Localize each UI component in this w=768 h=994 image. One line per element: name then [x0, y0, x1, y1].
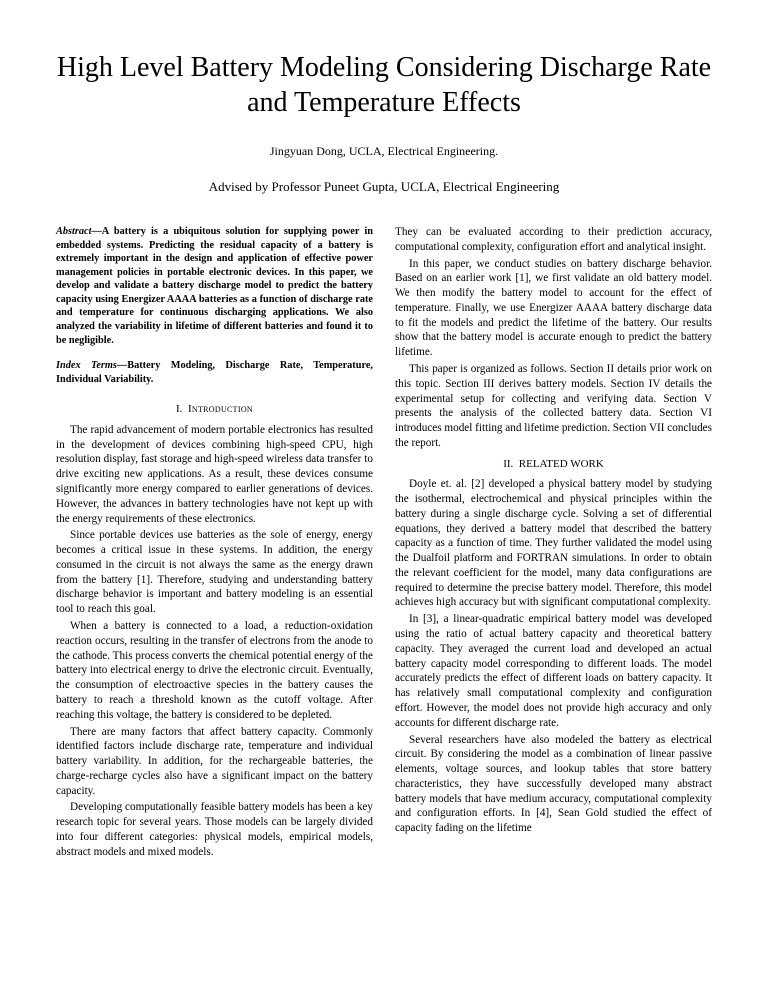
section-heading-related-work: II. RELATED WORK	[395, 457, 712, 472]
paragraph: The rapid advancement of modern portable…	[56, 423, 373, 526]
paragraph: There are many factors that affect batte…	[56, 725, 373, 799]
section-title: Introduction	[188, 403, 253, 415]
index-terms-label: Index Terms	[56, 360, 117, 371]
paper-title: High Level Battery Modeling Considering …	[56, 50, 712, 120]
index-terms-block: Index Terms—Battery Modeling, Discharge …	[56, 359, 373, 386]
abstract-block: Abstract—A battery is a ubiquitous solut…	[56, 225, 373, 347]
two-column-body: Abstract—A battery is a ubiquitous solut…	[56, 225, 712, 860]
section-heading-introduction: I. Introduction	[56, 402, 373, 417]
abstract-text: —A battery is a ubiquitous solution for …	[56, 226, 373, 346]
paragraph: In this paper, we conduct studies on bat…	[395, 257, 712, 360]
abstract-label: Abstract	[56, 226, 91, 237]
section-number: I.	[176, 403, 182, 415]
paragraph: Doyle et. al. [2] developed a physical b…	[395, 477, 712, 610]
paragraph: Several researchers have also modeled th…	[395, 733, 712, 836]
paragraph: Since portable devices use batteries as …	[56, 528, 373, 617]
paragraph: Developing computationally feasible batt…	[56, 800, 373, 859]
author-line: Jingyuan Dong, UCLA, Electrical Engineer…	[56, 144, 712, 159]
paragraph: When a battery is connected to a load, a…	[56, 619, 373, 722]
paragraph: This paper is organized as follows. Sect…	[395, 362, 712, 451]
advisor-line: Advised by Professor Puneet Gupta, UCLA,…	[56, 179, 712, 195]
section-title: RELATED WORK	[519, 458, 604, 470]
paragraph: They can be evaluated according to their…	[395, 225, 712, 255]
paragraph: In [3], a linear-quadratic empirical bat…	[395, 612, 712, 730]
section-number: II.	[503, 458, 513, 470]
